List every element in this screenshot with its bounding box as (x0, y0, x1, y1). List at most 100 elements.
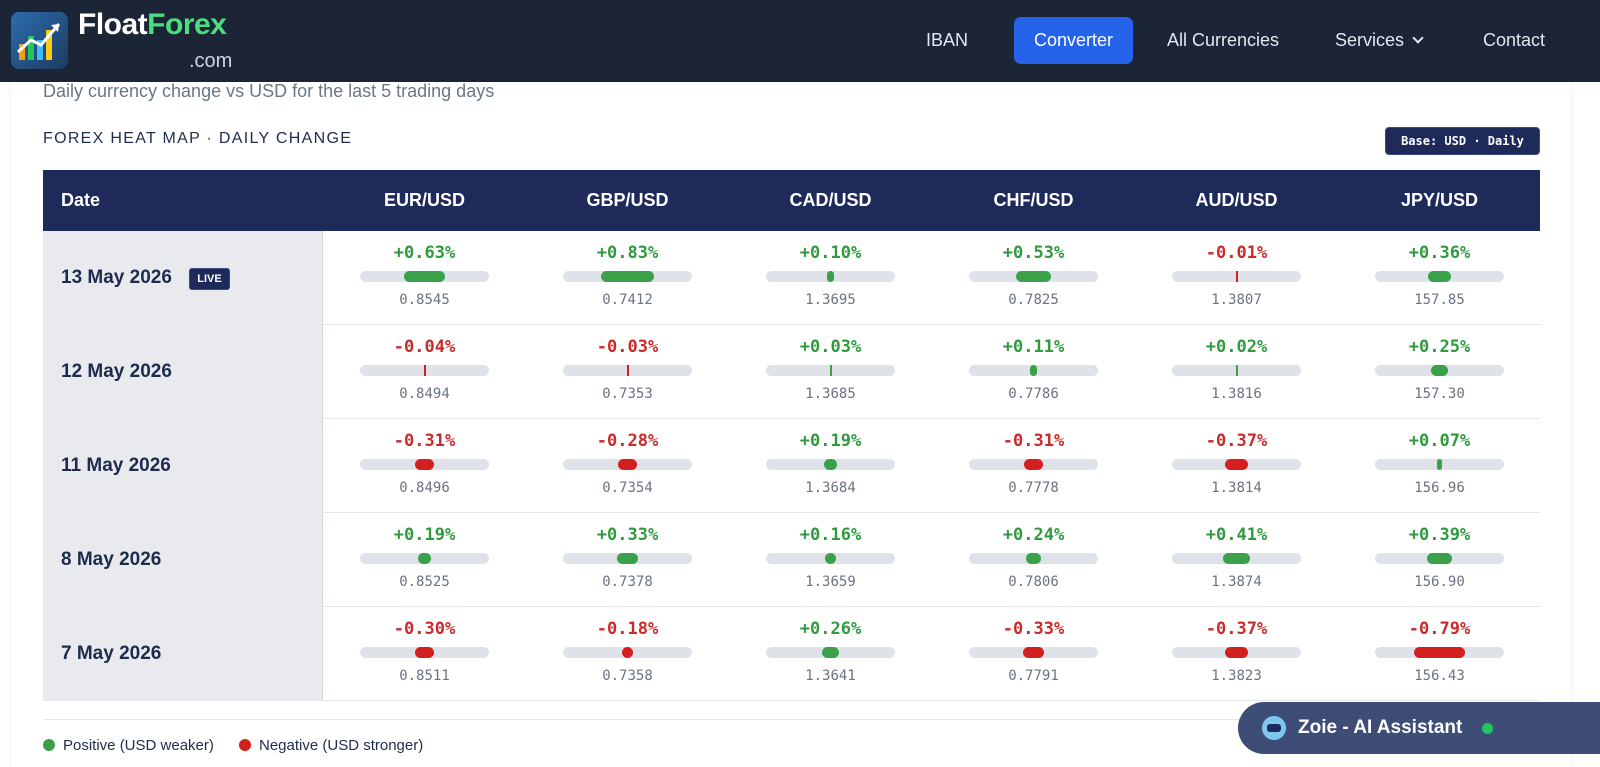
exchange-rate: 157.30 (1414, 386, 1465, 402)
date-cell: 13 May 2026 LIVE (43, 231, 323, 325)
nav-link-all-currencies[interactable]: All Currencies (1167, 30, 1280, 50)
change-cell: -0.01% 1.3807 (1135, 231, 1338, 325)
change-cell: +0.33% 0.7378 (526, 513, 729, 607)
exchange-rate: 0.7791 (1008, 668, 1059, 684)
change-bar-track (563, 459, 692, 470)
date-cell: 11 May 2026 (43, 419, 323, 513)
change-bar-track (1375, 647, 1504, 658)
change-percent: +0.63% (393, 243, 456, 263)
change-cell: +0.16% 1.3659 (729, 513, 932, 607)
table-header: Date EUR/USD GBP/USD CAD/USD CHF/USD AUD… (43, 170, 1540, 231)
exchange-rate: 0.7806 (1008, 574, 1059, 590)
change-percent: -0.30% (393, 619, 456, 639)
nav-link-services[interactable]: Services (1335, 17, 1424, 64)
change-bar-fill (1224, 459, 1249, 470)
change-cell: +0.19% 1.3684 (729, 419, 932, 513)
change-bar-fill (1426, 553, 1453, 564)
change-cell: +0.26% 1.3641 (729, 607, 932, 701)
nav-link-converter[interactable]: Converter (1014, 17, 1134, 64)
change-bar-track (1375, 271, 1504, 282)
column-header: CHF/USD (993, 190, 1074, 210)
change-cell: +0.63% 0.8545 (323, 231, 526, 325)
column-header: AUD/USD (1195, 190, 1278, 210)
date-cell: 7 May 2026 (43, 607, 323, 701)
change-cell: -0.37% 1.3823 (1135, 607, 1338, 701)
legend-positive-label: Positive (USD weaker) (63, 737, 214, 754)
date-cell: 8 May 2026 (43, 513, 323, 607)
logo-chart-icon[interactable] (11, 12, 68, 69)
change-cell: +0.83% 0.7412 (526, 231, 729, 325)
change-bar-track (563, 271, 692, 282)
change-bar-track (1172, 365, 1301, 376)
change-bar-fill (825, 553, 836, 564)
change-bar-track (1172, 647, 1301, 658)
change-bar-fill (1022, 647, 1045, 658)
change-bar-fill (418, 553, 431, 564)
change-bar-fill (824, 459, 837, 470)
exchange-rate: 0.8545 (399, 292, 450, 308)
change-bar-fill (1427, 271, 1452, 282)
change-cell: +0.53% 0.7825 (932, 231, 1135, 325)
exchange-rate: 1.3823 (1211, 668, 1262, 684)
exchange-rate: 1.3695 (805, 292, 856, 308)
change-bar-fill (822, 647, 839, 658)
change-cell: +0.41% 1.3874 (1135, 513, 1338, 607)
change-cell: -0.31% 0.8496 (323, 419, 526, 513)
table-row: 11 May 2026 -0.31% 0.8496 -0.28% 0.7354 +0.19… (43, 419, 1540, 513)
change-percent: +0.83% (596, 243, 659, 263)
exchange-rate: 1.3816 (1211, 386, 1262, 402)
change-cell: -0.03% 0.7353 (526, 325, 729, 419)
exchange-rate: 157.85 (1414, 292, 1465, 308)
exchange-rate: 0.7354 (602, 480, 653, 496)
change-bar-track (969, 459, 1098, 470)
legend-divider (43, 719, 1540, 720)
change-percent: +0.11% (1002, 337, 1065, 357)
page-subtitle: Daily currency change vs USD for the las… (43, 81, 495, 101)
date-cell: 12 May 2026 (43, 325, 323, 419)
ai-assistant-button[interactable]: Zoie - AI Assistant (1238, 702, 1600, 754)
change-percent: -0.04% (393, 337, 456, 357)
nav-link-contact[interactable]: Contact (1483, 30, 1546, 50)
change-bar-fill (423, 365, 426, 376)
exchange-rate: 0.7378 (602, 574, 653, 590)
nav-link-iban[interactable]: IBAN (926, 30, 969, 50)
top-navbar: FloatForex .com IBAN Converter All Curre… (0, 0, 1600, 82)
change-cell: -0.37% 1.3814 (1135, 419, 1338, 513)
change-percent: +0.16% (799, 525, 862, 545)
change-percent: +0.53% (1002, 243, 1065, 263)
change-bar-fill (621, 647, 634, 658)
exchange-rate: 0.8525 (399, 574, 450, 590)
change-bar-fill (616, 553, 639, 564)
change-bar-track (766, 271, 895, 282)
brand-name[interactable]: FloatForex (78, 8, 227, 41)
change-bar-track (1172, 271, 1301, 282)
change-bar-track (563, 365, 692, 376)
exchange-rate: 0.7353 (602, 386, 653, 402)
change-bar-track (969, 647, 1098, 658)
row-date: 8 May 2026 (61, 549, 162, 570)
change-bar-track (360, 553, 489, 564)
change-cell: -0.04% 0.8494 (323, 325, 526, 419)
change-bar-fill (1235, 365, 1238, 376)
legend-negative-label: Negative (USD stronger) (259, 737, 424, 754)
services-label: Services (1335, 30, 1405, 50)
change-bar-fill (404, 271, 445, 282)
change-percent: +0.19% (393, 525, 456, 545)
exchange-rate: 156.43 (1414, 668, 1465, 684)
assistant-label: Zoie - AI Assistant (1298, 717, 1463, 738)
change-percent: -0.03% (596, 337, 659, 357)
change-bar-track (360, 365, 489, 376)
change-percent: -0.37% (1205, 431, 1268, 451)
change-cell: -0.28% 0.7354 (526, 419, 729, 513)
change-bar-track (1172, 459, 1301, 470)
exchange-rate: 1.3641 (805, 668, 856, 684)
change-bar-track (969, 553, 1098, 564)
exchange-rate: 156.96 (1414, 480, 1465, 496)
change-cell: +0.03% 1.3685 (729, 325, 932, 419)
base-badge: Base: USD · Daily (1385, 127, 1540, 155)
change-percent: +0.25% (1408, 337, 1471, 357)
chevron-down-icon (1412, 32, 1424, 44)
exchange-rate: 0.8496 (399, 480, 450, 496)
change-bar-track (563, 553, 692, 564)
change-cell: -0.18% 0.7358 (526, 607, 729, 701)
